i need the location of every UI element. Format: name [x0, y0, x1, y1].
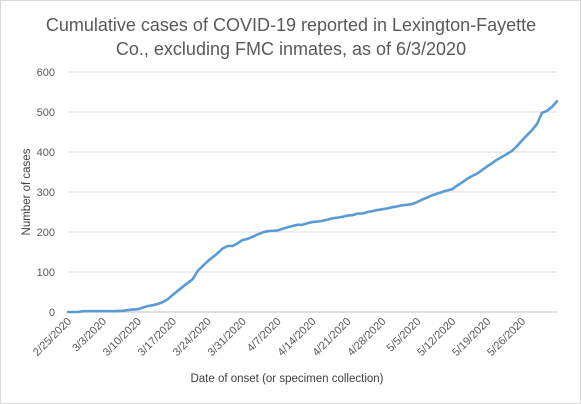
x-tick-label: 3/31/2020 [206, 316, 249, 359]
x-tick-label: 5/26/2020 [485, 316, 528, 359]
y-tick-label: 0 [49, 307, 55, 319]
chart-title-line-1: Cumulative cases of COVID-19 reported in… [46, 15, 536, 35]
cumulative-cases-line [66, 99, 559, 314]
x-tick-label: 4/28/2020 [345, 316, 388, 359]
y-tick-label: 100 [37, 267, 55, 279]
y-tick-label: 200 [37, 227, 55, 239]
y-tick-label: 300 [37, 187, 55, 199]
x-axis-label: Date of onset (or specimen collection) [190, 373, 383, 385]
y-tick-label: 600 [37, 67, 55, 79]
y-tick-label: 500 [37, 107, 55, 119]
y-tick-label: 400 [37, 147, 55, 159]
y-axis-label: Number of cases [21, 148, 33, 235]
y-axis-ticks: 0 100 200 300 400 500 600 [37, 67, 55, 319]
x-axis-ticks: 2/25/20203/3/20203/10/20203/17/20203/24/… [31, 316, 528, 359]
chart-title-line-2: Co., excluding FMC inmates, as of 6/3/20… [116, 39, 466, 59]
gridlines [68, 71, 557, 273]
x-tick-label: 2/25/2020 [31, 316, 74, 359]
